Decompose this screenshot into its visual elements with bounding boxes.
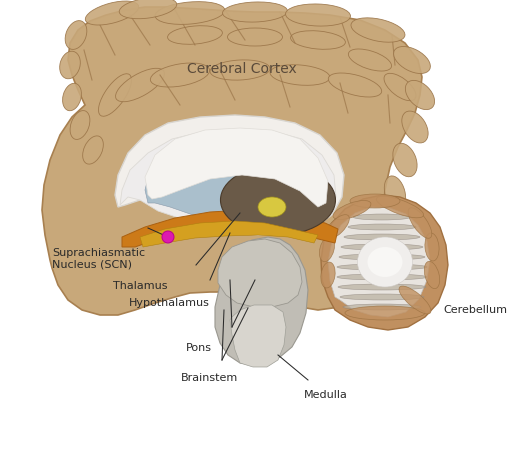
Ellipse shape bbox=[324, 215, 349, 239]
Ellipse shape bbox=[258, 197, 286, 217]
Ellipse shape bbox=[341, 244, 423, 250]
Polygon shape bbox=[215, 237, 308, 365]
Polygon shape bbox=[145, 128, 328, 207]
Circle shape bbox=[162, 231, 174, 243]
Text: Cerebellum: Cerebellum bbox=[444, 304, 508, 315]
Ellipse shape bbox=[353, 214, 411, 220]
Polygon shape bbox=[122, 210, 338, 247]
Ellipse shape bbox=[328, 73, 382, 97]
Ellipse shape bbox=[155, 1, 225, 24]
Ellipse shape bbox=[348, 224, 416, 230]
Ellipse shape bbox=[377, 211, 396, 243]
Ellipse shape bbox=[399, 286, 431, 314]
Ellipse shape bbox=[60, 51, 80, 79]
Text: Brainstem: Brainstem bbox=[181, 372, 238, 383]
Ellipse shape bbox=[220, 165, 335, 235]
Ellipse shape bbox=[290, 31, 345, 49]
Ellipse shape bbox=[338, 284, 426, 290]
Ellipse shape bbox=[339, 254, 425, 260]
Ellipse shape bbox=[319, 237, 334, 262]
Ellipse shape bbox=[368, 247, 403, 277]
Polygon shape bbox=[218, 239, 302, 307]
Ellipse shape bbox=[344, 234, 420, 240]
Ellipse shape bbox=[340, 294, 424, 300]
Ellipse shape bbox=[70, 111, 90, 140]
Ellipse shape bbox=[402, 111, 428, 143]
Ellipse shape bbox=[210, 60, 270, 80]
Polygon shape bbox=[42, 7, 422, 315]
Ellipse shape bbox=[424, 261, 439, 289]
Text: Suprachiasmatic
Nucleus (SCN): Suprachiasmatic Nucleus (SCN) bbox=[52, 248, 145, 270]
Ellipse shape bbox=[408, 208, 432, 238]
Ellipse shape bbox=[384, 176, 406, 210]
Ellipse shape bbox=[384, 73, 416, 101]
Text: Medulla: Medulla bbox=[303, 390, 348, 400]
Ellipse shape bbox=[150, 63, 209, 87]
Polygon shape bbox=[145, 138, 320, 221]
Ellipse shape bbox=[321, 262, 335, 288]
Polygon shape bbox=[115, 115, 344, 235]
Ellipse shape bbox=[99, 74, 131, 116]
Polygon shape bbox=[321, 195, 448, 330]
Ellipse shape bbox=[333, 200, 371, 219]
Ellipse shape bbox=[85, 1, 139, 25]
Ellipse shape bbox=[119, 0, 177, 19]
Ellipse shape bbox=[270, 65, 330, 86]
Ellipse shape bbox=[358, 237, 413, 287]
Ellipse shape bbox=[82, 136, 103, 164]
Ellipse shape bbox=[393, 143, 417, 177]
Ellipse shape bbox=[227, 28, 282, 46]
Ellipse shape bbox=[343, 304, 421, 310]
Polygon shape bbox=[140, 221, 318, 247]
Ellipse shape bbox=[345, 306, 425, 320]
Ellipse shape bbox=[405, 80, 435, 110]
Polygon shape bbox=[120, 129, 336, 225]
Ellipse shape bbox=[65, 20, 87, 49]
Ellipse shape bbox=[337, 264, 427, 270]
Ellipse shape bbox=[351, 18, 405, 42]
Text: Hypothalamus: Hypothalamus bbox=[129, 297, 209, 308]
Text: Thalamus: Thalamus bbox=[113, 281, 167, 291]
Ellipse shape bbox=[425, 233, 439, 261]
Ellipse shape bbox=[167, 26, 223, 44]
Ellipse shape bbox=[62, 83, 81, 111]
Ellipse shape bbox=[376, 196, 424, 218]
Polygon shape bbox=[230, 305, 286, 367]
Ellipse shape bbox=[350, 194, 400, 208]
Ellipse shape bbox=[394, 47, 430, 74]
Ellipse shape bbox=[223, 2, 288, 22]
Ellipse shape bbox=[349, 49, 392, 71]
Text: Pons: Pons bbox=[186, 342, 213, 353]
Ellipse shape bbox=[286, 4, 351, 26]
Text: Cerebral Cortex: Cerebral Cortex bbox=[186, 62, 296, 76]
Polygon shape bbox=[328, 207, 430, 317]
Ellipse shape bbox=[337, 274, 427, 280]
Ellipse shape bbox=[116, 68, 164, 102]
